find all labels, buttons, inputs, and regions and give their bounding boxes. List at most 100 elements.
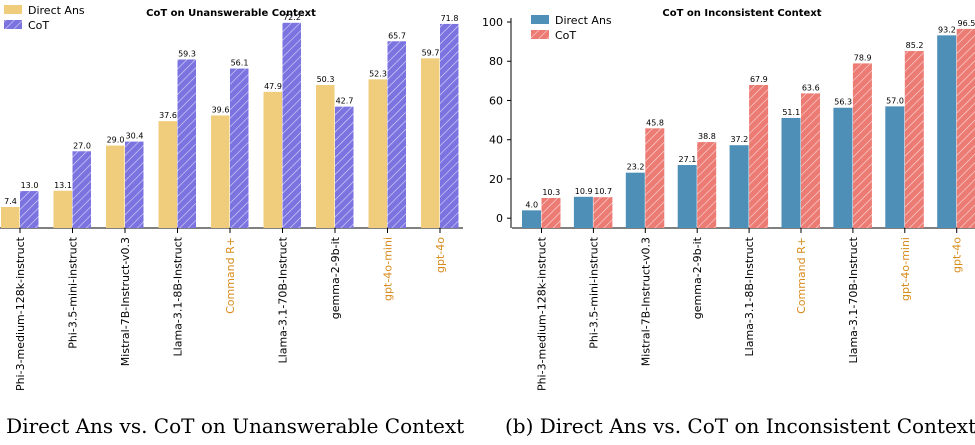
bar-value-label: 4.0 (525, 200, 538, 209)
bar-hatch (541, 197, 561, 228)
x-tick-label: gpt-4o (434, 237, 447, 273)
x-tick-label: gpt-4o-mini (382, 237, 395, 301)
bar (421, 58, 440, 228)
bar-value-label: 23.2 (627, 163, 645, 172)
bar-value-label: 7.4 (4, 197, 17, 206)
bar (781, 117, 801, 228)
bar-value-label: 47.9 (264, 82, 282, 91)
bar-value-label: 10.3 (542, 188, 560, 197)
figure-canvas: CoT on Unanswerable Context 7.4 13.0 Phi-3-… (0, 4, 975, 391)
bar-value-label: 27.1 (679, 155, 697, 164)
bar-value-label: 56.3 (834, 98, 852, 107)
legend-label: Direct Ans (555, 14, 612, 27)
bar-value-label: 38.8 (698, 132, 716, 141)
bar (937, 35, 957, 228)
bar-value-label: 39.6 (212, 105, 230, 114)
caption-a: ) Direct Ans vs. CoT on Unanswerable Con… (0, 414, 465, 438)
legend: Direct Ans CoT (4, 4, 85, 32)
bar-hatch (697, 142, 717, 228)
x-tick-label: gemma-2-9b-it (691, 236, 704, 319)
bar (106, 145, 125, 228)
bar-hatch (20, 191, 39, 228)
bar-hatch (72, 151, 91, 228)
bar-hatch (904, 51, 924, 228)
bar-value-label: 29.0 (107, 136, 125, 145)
bar (211, 115, 230, 228)
bar-value-label: 56.1 (231, 59, 249, 68)
bar (729, 145, 749, 228)
bar-hatch (440, 23, 459, 228)
bar-value-label: 13.1 (54, 181, 72, 190)
bar-value-label: 10.7 (594, 187, 612, 196)
bar-hatch (852, 63, 872, 228)
bar-value-label: 65.7 (388, 31, 406, 40)
y-tick-label: 80 (489, 55, 503, 68)
bar (573, 196, 593, 228)
bar-hatch (593, 197, 613, 228)
bar-value-label: 57.0 (886, 96, 904, 105)
bar-hatch (749, 84, 769, 228)
x-tick-label: Llama-3.1-8B-Instruct (172, 236, 185, 356)
bar-value-label: 30.4 (126, 132, 144, 141)
bar-value-label: 27.0 (73, 141, 91, 150)
bar-value-label: 78.9 (854, 53, 872, 62)
y-tick-label: 60 (489, 94, 503, 107)
bar-value-label: 59.3 (178, 49, 196, 58)
chart-title: CoT on Inconsistent Context (662, 8, 821, 19)
bar-value-label: 37.2 (730, 135, 748, 144)
bar (885, 106, 905, 228)
x-tick-label: Llama-3.1-70B-Instruct (847, 236, 860, 363)
bar-value-label: 67.9 (750, 75, 768, 84)
bar-value-label: 42.7 (336, 97, 354, 106)
x-tick-label: gpt-4o (951, 237, 964, 273)
legend-swatch (4, 5, 22, 14)
y-tick-label: 0 (496, 212, 503, 225)
bar-value-label: 96.5 (958, 19, 975, 28)
bar (53, 190, 72, 228)
y-tick-label: 20 (489, 173, 503, 186)
y-tick-label: 40 (489, 134, 503, 147)
chart-panel-1: CoT on Unanswerable Context 7.4 13.0 Phi-3-… (0, 4, 463, 391)
bar-value-label: 51.1 (782, 108, 800, 117)
caption-b: (b) Direct Ans vs. CoT on Inconsistent C… (505, 414, 975, 438)
legend-swatch-hatch (4, 20, 22, 29)
bar (158, 121, 177, 228)
x-tick-label: Command R+ (224, 237, 237, 314)
bar-value-label: 93.2 (938, 25, 956, 34)
bar-hatch (387, 41, 406, 229)
legend-swatch-hatch (531, 30, 549, 39)
bar (1, 206, 20, 228)
bar (368, 79, 387, 228)
bar (677, 165, 697, 228)
bar-hatch (335, 106, 354, 228)
bar-hatch (177, 59, 196, 228)
bar-value-label: 59.7 (422, 48, 440, 57)
bar (522, 210, 541, 228)
bar-value-label: 45.8 (646, 118, 664, 127)
bar-value-label: 52.3 (369, 69, 387, 78)
chart-title: CoT on Unanswerable Context (146, 8, 316, 19)
x-tick-label: Mistral-7B-Instruct-v0.3 (639, 237, 652, 366)
x-tick-label: gpt-4o-mini (899, 237, 912, 301)
bar-hatch (801, 93, 820, 228)
bar (833, 107, 853, 228)
bar-value-label: 50.3 (317, 75, 335, 84)
bar-hatch (282, 22, 301, 228)
x-tick-label: Llama-3.1-8B-Instruct (743, 236, 756, 356)
bar-value-label: 13.0 (21, 181, 39, 190)
bar (625, 172, 645, 228)
bar-value-label: 10.9 (575, 187, 593, 196)
x-tick-label: Phi-3.5-mini-instruct (67, 236, 80, 348)
bar-hatch (125, 141, 144, 228)
bar-hatch (645, 128, 665, 228)
legend-label: CoT (28, 19, 49, 32)
x-tick-label: Command R+ (795, 237, 808, 314)
bar-value-label: 37.6 (159, 111, 177, 120)
legend-label: Direct Ans (28, 4, 85, 17)
chart-panel-2: CoT on Inconsistent Context 0 20 40 60 80 100 4… (482, 8, 975, 391)
x-tick-label: gemma-2-9b-it (329, 236, 342, 319)
bar-value-label: 85.2 (906, 41, 924, 50)
x-tick-label: Llama-3.1-70B-Instruct (277, 236, 290, 363)
y-tick-label: 100 (482, 16, 503, 29)
bar-value-label: 71.8 (441, 14, 459, 23)
